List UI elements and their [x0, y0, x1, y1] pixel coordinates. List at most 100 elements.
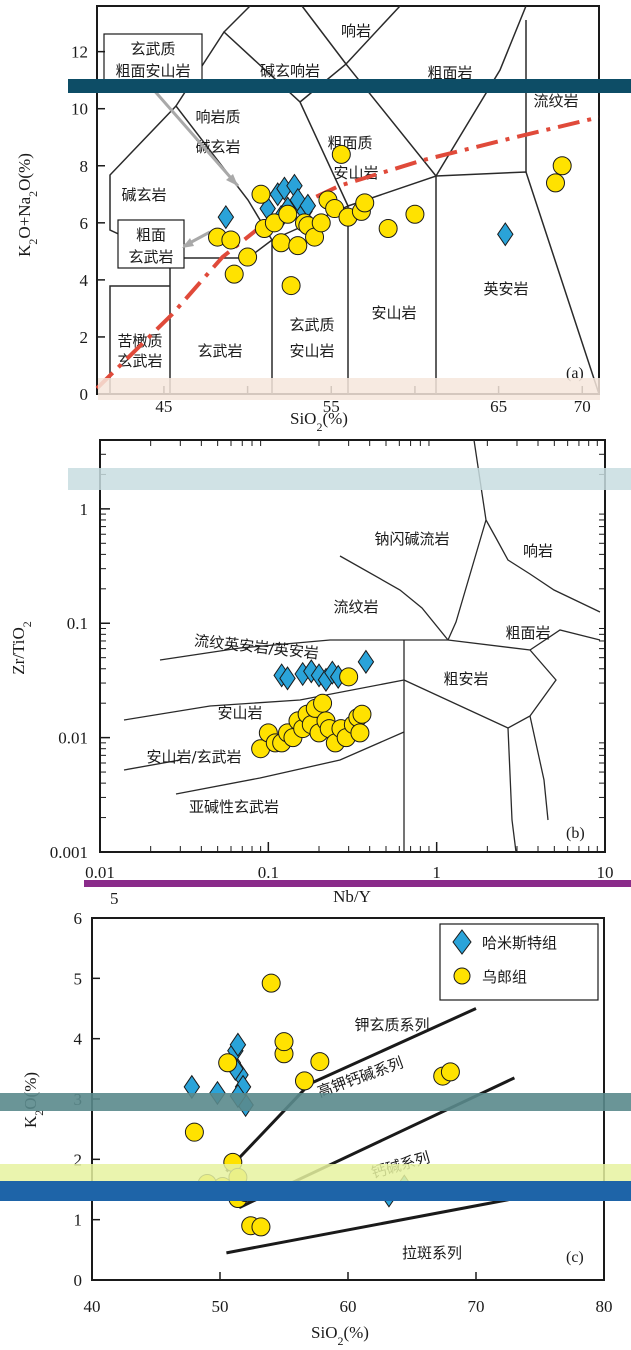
c-y-tick-label: 5 — [74, 969, 83, 988]
a-x-tick-label: 55 — [323, 397, 340, 416]
a-field-label: 碱玄岩 — [121, 186, 166, 204]
b-y-tick-label: 1 — [80, 500, 89, 519]
panel-b-points — [251, 649, 375, 759]
legend-label-hamisite: 哈米斯特组 — [482, 934, 557, 952]
a-field-label: 英安岩 — [483, 280, 528, 298]
point-circle — [261, 973, 281, 993]
b-field-boundary — [507, 727, 517, 853]
b-field-label: 粗安岩 — [443, 670, 488, 688]
point-circle — [325, 199, 345, 219]
a-field-label: 玄武岩 — [197, 342, 242, 360]
a-field-label: 玄武质 — [289, 316, 334, 334]
panel-c-series-lines — [225, 1007, 547, 1255]
b-y-tick-label: 0.1 — [67, 614, 88, 633]
point-diamond — [217, 204, 235, 230]
b-x-tick-label: 1 — [432, 863, 441, 882]
b-field-boundary — [123, 759, 181, 771]
point-diamond — [279, 666, 296, 691]
artifact-band — [0, 1164, 631, 1182]
c-y-tick-label: 1 — [74, 1211, 83, 1230]
a-callout-box — [117, 219, 185, 269]
c-x-tick-label: 80 — [596, 1297, 613, 1316]
b-field-label: 钠闪碱流岩 — [374, 530, 449, 548]
panel-b-field-lines — [123, 439, 601, 853]
c-field-label: 拉斑系列 — [402, 1244, 462, 1262]
a-y-tick-label: 4 — [80, 271, 89, 290]
point-circle — [278, 204, 298, 224]
panel-a-tag: (a) — [566, 365, 584, 382]
a-field-label: 安山岩 — [289, 342, 334, 360]
point-circle — [218, 1053, 238, 1073]
point-diamond — [357, 649, 375, 674]
panel-c-axes: 40506070800123456 — [74, 909, 613, 1316]
artifact-band — [84, 880, 631, 887]
point-circle — [331, 144, 351, 164]
panel-c-extra-tick: 5 — [110, 889, 119, 908]
b-field-boundary — [123, 679, 405, 721]
legend: 哈米斯特组 乌郎组 — [439, 923, 599, 1001]
panel-a-xlabel: SiO2(%) — [290, 409, 348, 434]
a-x-tick-label: 70 — [574, 397, 591, 416]
c-y-tick-label: 2 — [74, 1150, 83, 1169]
artifact-band — [0, 1181, 631, 1201]
b-field-label: 粗面岩 — [505, 624, 550, 642]
panel-c-field-labels: 钾玄质系列高钾钙碱系列钙碱系列拉斑系列 — [315, 1016, 462, 1262]
b-field-label: 流纹岩 — [333, 598, 378, 616]
panel-c-tag: (c) — [566, 1249, 584, 1266]
a-y-tick-label: 0 — [80, 385, 89, 404]
artifact-band — [68, 79, 631, 93]
a-callout-text: 玄武质 — [130, 40, 175, 58]
a-field-label: 响岩 — [341, 22, 371, 40]
b-field-label: 亚碱性玄武岩 — [189, 798, 279, 816]
point-circle — [355, 193, 375, 213]
point-circle — [350, 723, 370, 743]
a-x-tick-label: 45 — [155, 397, 172, 416]
legend-label-wulang: 乌郎组 — [482, 968, 527, 986]
b-field-boundary — [339, 555, 449, 641]
point-circle — [313, 693, 333, 713]
b-y-tick-label: 0.01 — [58, 729, 88, 748]
b-x-tick-label: 0.01 — [85, 863, 115, 882]
a-callout-text: 粗面 — [136, 226, 166, 244]
panel-b-ylabel: Zr/TiO2 — [9, 621, 34, 675]
point-circle — [440, 1062, 460, 1082]
a-x-tick-label: 65 — [490, 397, 507, 416]
b-field-boundary — [473, 439, 601, 613]
a-field-boundary — [109, 285, 170, 394]
a-field-boundary — [301, 5, 347, 65]
legend-circle-icon — [453, 967, 471, 985]
point-circle — [184, 1122, 204, 1142]
c-field-label: 钾玄质系列 — [354, 1016, 429, 1034]
point-circle — [281, 276, 301, 296]
b-field-label: 响岩 — [523, 542, 553, 560]
point-circle — [552, 156, 572, 176]
point-circle — [238, 247, 258, 267]
point-circle — [271, 233, 291, 253]
b-field-boundary — [529, 715, 549, 821]
a-callout-text: 粗面安山岩 — [115, 62, 190, 80]
point-circle — [251, 184, 271, 204]
a-field-boundary — [223, 5, 251, 33]
legend-diamond-icon — [452, 929, 472, 955]
artifact-band — [68, 468, 631, 490]
panel-b-xlabel: Nb/Y — [333, 887, 371, 906]
panel-a-axes: 45 55 65 70 0 2 4 6 8 10 12 — [71, 43, 591, 416]
point-circle — [224, 264, 244, 284]
a-field-label: 响岩质 — [195, 108, 240, 126]
point-circle — [251, 1217, 271, 1237]
b-x-tick-label: 0.1 — [258, 863, 279, 882]
b-field-label: 安山岩 — [217, 704, 262, 722]
a-field-boundary — [345, 5, 401, 65]
c-x-tick-label: 40 — [84, 1297, 101, 1316]
panel-b-frame — [99, 439, 606, 853]
point-diamond — [229, 1032, 247, 1057]
point-circle — [352, 704, 372, 724]
a-y-tick-label: 8 — [80, 157, 89, 176]
arrow-head-2 — [182, 238, 194, 248]
panel-a-field-lines — [109, 5, 600, 395]
panel-c-k2o-sio2: 钾玄质系列高钾钙碱系列钙碱系列拉斑系列 40506070800123456 (c… — [21, 889, 613, 1348]
